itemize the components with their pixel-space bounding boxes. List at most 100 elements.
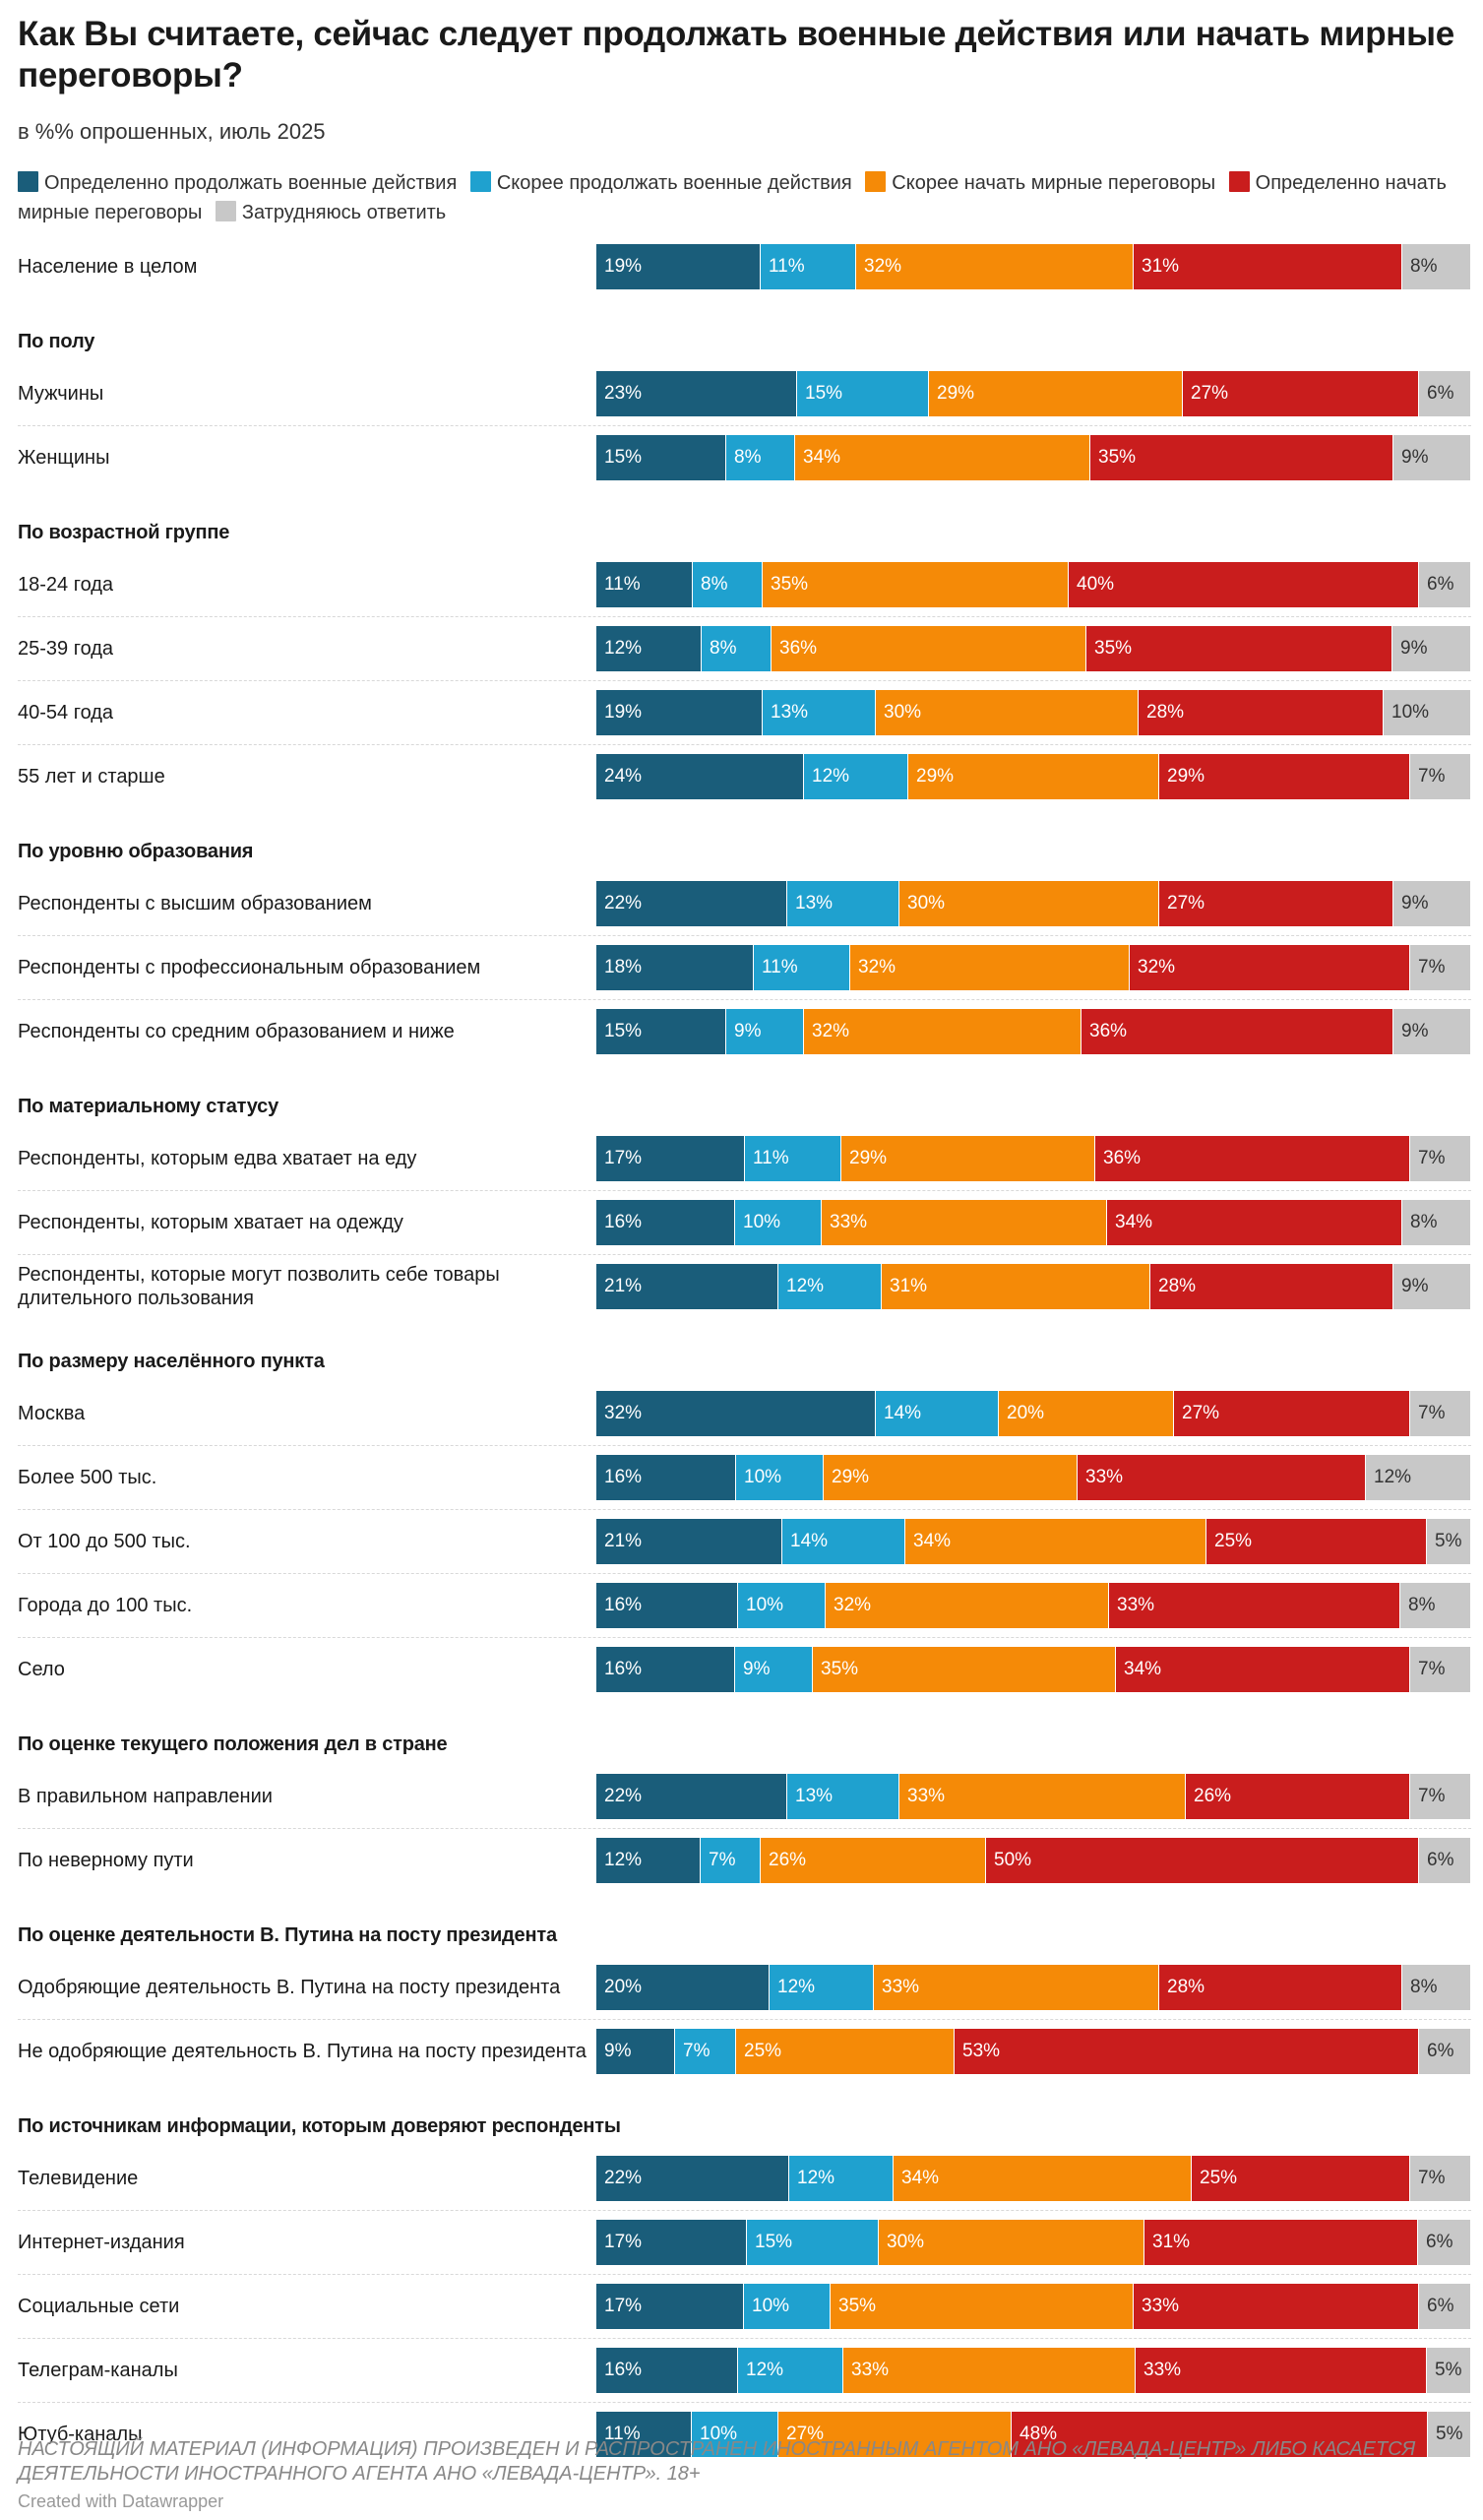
data-label: 10% bbox=[700, 2424, 738, 2444]
bar-segment: 35% bbox=[1090, 435, 1393, 480]
data-label: 15% bbox=[805, 383, 843, 404]
bar-segment: 33% bbox=[1109, 1583, 1400, 1628]
row-label: Ютуб-каналы bbox=[18, 2424, 143, 2445]
data-label: 8% bbox=[1410, 1977, 1438, 1997]
bar-segment: 6% bbox=[1418, 2220, 1471, 2265]
row-label: 18-24 года bbox=[18, 574, 114, 596]
bar-row: 16% 10% 29% 33% 12% bbox=[596, 1455, 1471, 1500]
bar-segment: 7% bbox=[1410, 1774, 1471, 1819]
data-label: 7% bbox=[709, 1850, 736, 1870]
legend-label: Определенно начать мирные переговоры bbox=[18, 172, 1447, 223]
group-heading: По полу bbox=[18, 331, 95, 352]
bar-row: 22% 12% 34% 25% 7% bbox=[596, 2156, 1471, 2201]
bar-segment: 7% bbox=[1410, 1136, 1471, 1181]
data-label: 31% bbox=[1152, 2232, 1191, 2252]
data-label: 26% bbox=[769, 1850, 807, 1870]
data-label: 6% bbox=[1427, 2296, 1454, 2316]
data-label: 35% bbox=[1094, 638, 1133, 659]
data-label: 7% bbox=[683, 2041, 711, 2061]
data-label: 6% bbox=[1427, 383, 1454, 404]
legend-swatch bbox=[469, 171, 491, 192]
bar-segment: 25% bbox=[1206, 1519, 1427, 1564]
bar-segment: 32% bbox=[826, 1583, 1109, 1628]
data-label: 30% bbox=[887, 2232, 925, 2252]
data-label: 29% bbox=[1167, 766, 1205, 787]
row-separator bbox=[18, 1254, 1471, 1255]
row-label: 25-39 года bbox=[18, 638, 114, 660]
bar-segment: 13% bbox=[787, 881, 899, 926]
data-label: 7% bbox=[1418, 957, 1446, 977]
bar-segment: 20% bbox=[596, 1965, 770, 2010]
bar-segment: 12% bbox=[770, 1965, 874, 2010]
data-label: 34% bbox=[1124, 1659, 1162, 1679]
bar-segment: 10% bbox=[744, 2284, 831, 2329]
bar-segment: 9% bbox=[1393, 1009, 1471, 1054]
legend-swatch bbox=[1228, 171, 1250, 192]
bar-row: 22% 13% 33% 26% 7% bbox=[596, 1774, 1471, 1819]
legend-item: Определенно продолжать военные действия bbox=[18, 171, 457, 194]
data-label: 7% bbox=[1418, 1403, 1446, 1423]
bar-segment: 12% bbox=[596, 1838, 701, 1883]
bar-segment: 32% bbox=[1130, 945, 1410, 990]
data-label: 25% bbox=[1214, 1531, 1253, 1551]
bar-segment: 17% bbox=[596, 2220, 747, 2265]
bar-segment: 25% bbox=[1192, 2156, 1410, 2201]
data-label: 33% bbox=[907, 1786, 946, 1806]
legend-swatch bbox=[865, 171, 887, 192]
bar-row: 16% 9% 35% 34% 7% bbox=[596, 1647, 1471, 1692]
row-label: Мужчины bbox=[18, 383, 104, 405]
bar-segment: 21% bbox=[596, 1264, 778, 1309]
data-label: 8% bbox=[734, 447, 762, 468]
datawrapper-credit: Created with Datawrapper bbox=[18, 2491, 224, 2511]
chart-legend: Определенно продолжать военные действия … bbox=[18, 168, 1464, 227]
bar-segment: 33% bbox=[843, 2348, 1136, 2393]
bar-segment: 29% bbox=[824, 1455, 1078, 1500]
data-label: 29% bbox=[937, 383, 975, 404]
bar-row: 16% 10% 33% 34% 8% bbox=[596, 1200, 1471, 1245]
data-label: 12% bbox=[604, 1850, 643, 1870]
bar-segment: 8% bbox=[1402, 1200, 1471, 1245]
data-label: 27% bbox=[1182, 1403, 1220, 1423]
bar-row: 15% 9% 32% 36% 9% bbox=[596, 1009, 1471, 1054]
data-label: 13% bbox=[795, 893, 834, 914]
bar-segment: 8% bbox=[702, 626, 772, 671]
row-separator bbox=[18, 1828, 1471, 1829]
data-label: 10% bbox=[1391, 702, 1430, 723]
row-separator bbox=[18, 425, 1471, 426]
data-label: 32% bbox=[834, 1595, 872, 1615]
data-label: 28% bbox=[1158, 1276, 1197, 1296]
bar-segment: 31% bbox=[1144, 2220, 1418, 2265]
data-label: 31% bbox=[1142, 256, 1180, 277]
bar-segment: 15% bbox=[596, 435, 726, 480]
row-label: Село bbox=[18, 1659, 65, 1680]
bar-segment: 11% bbox=[754, 945, 850, 990]
row-label: Одобряющие деятельность В. Путина на пос… bbox=[18, 1977, 561, 1998]
bar-segment: 11% bbox=[596, 2412, 692, 2457]
data-label: 11% bbox=[769, 256, 805, 277]
data-label: 33% bbox=[1142, 2296, 1180, 2316]
bar-segment: 29% bbox=[841, 1136, 1095, 1181]
data-label: 12% bbox=[797, 2168, 835, 2188]
bar-segment: 40% bbox=[1069, 562, 1419, 607]
data-label: 19% bbox=[604, 256, 643, 277]
row-label: 55 лет и старше bbox=[18, 766, 165, 788]
bar-segment: 12% bbox=[804, 754, 908, 799]
bar-segment: 5% bbox=[1428, 2412, 1471, 2457]
data-label: 10% bbox=[744, 1467, 782, 1487]
data-label: 15% bbox=[604, 1021, 643, 1041]
bar-segment: 10% bbox=[692, 2412, 778, 2457]
data-label: 32% bbox=[858, 957, 896, 977]
bar-segment: 16% bbox=[596, 1455, 736, 1500]
data-label: 8% bbox=[701, 574, 728, 595]
bar-segment: 6% bbox=[1419, 2284, 1471, 2329]
bar-segment: 11% bbox=[745, 1136, 841, 1181]
data-label: 34% bbox=[913, 1531, 952, 1551]
bar-segment: 28% bbox=[1150, 1264, 1393, 1309]
data-label: 20% bbox=[604, 1977, 643, 1997]
bar-segment: 23% bbox=[596, 371, 797, 416]
bar-segment: 10% bbox=[736, 1455, 824, 1500]
bar-segment: 16% bbox=[596, 2348, 738, 2393]
data-label: 12% bbox=[604, 638, 643, 659]
row-label: Респонденты, которым едва хватает на еду bbox=[18, 1148, 417, 1169]
